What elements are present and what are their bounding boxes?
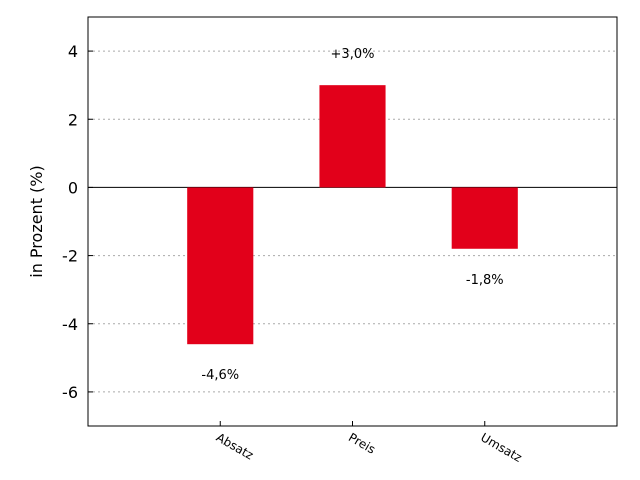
y-axis-ticks: 4 2 0 -2 -4 -6 <box>62 42 93 402</box>
data-label: -1,8% <box>466 273 504 288</box>
data-label: +3,0% <box>331 47 375 62</box>
bar-preis <box>319 85 386 188</box>
x-axis-labels: Absatz Preis Umsatz <box>214 421 524 465</box>
bars <box>187 85 518 345</box>
y-tick-label: 4 <box>68 42 78 61</box>
plot-frame <box>87 16 618 427</box>
y-axis-title: in Prozent (%) <box>27 165 46 277</box>
x-tick-label: Preis <box>346 430 378 456</box>
y-tick-label: 2 <box>68 110 78 129</box>
x-tick-label: Umsatz <box>478 430 524 465</box>
data-label: -4,6% <box>201 368 239 383</box>
y-tick-label: -4 <box>62 315 78 334</box>
grid-lines <box>88 50 617 393</box>
data-labels: -4,6% +3,0% -1,8% <box>201 47 503 383</box>
bar-umsatz <box>451 187 518 249</box>
x-tick-label: Absatz <box>214 430 256 462</box>
y-tick-label: -2 <box>62 247 78 266</box>
y-tick-label: -6 <box>62 383 78 402</box>
bar-absatz <box>187 187 254 345</box>
y-tick-label: 0 <box>68 178 78 197</box>
